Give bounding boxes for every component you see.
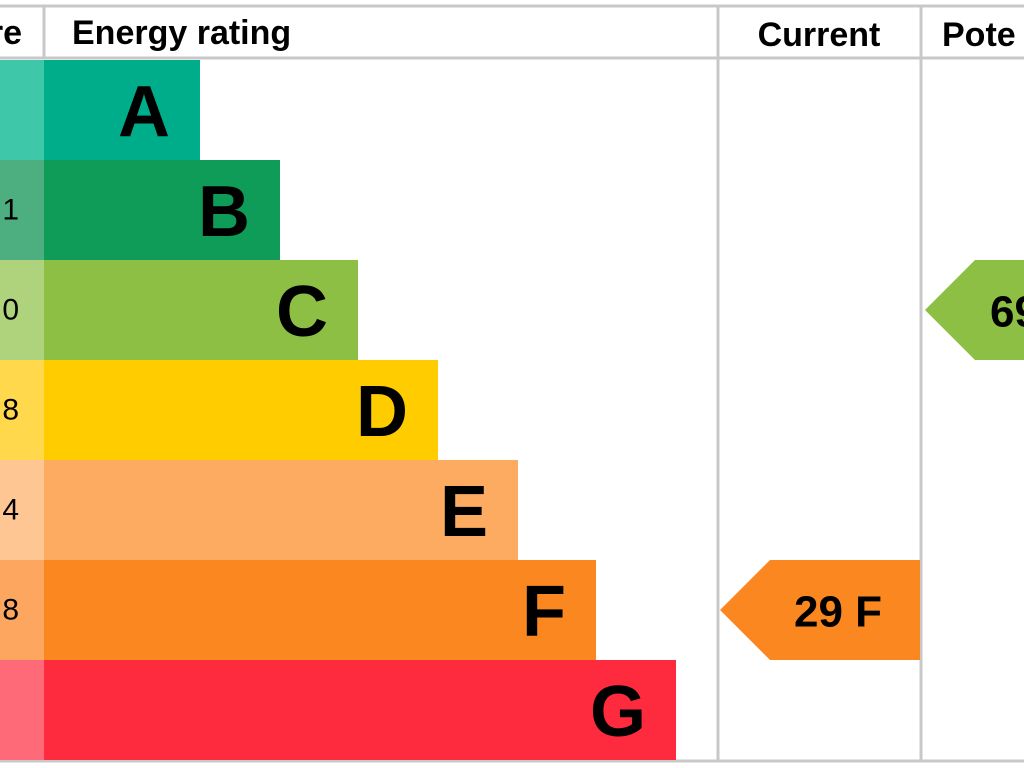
band-letter: F — [522, 572, 566, 652]
band-letter: B — [198, 172, 250, 252]
score-cell — [0, 60, 44, 160]
potential-header: Pote — [942, 16, 1016, 54]
rating-band — [44, 460, 518, 560]
table-frame — [0, 4, 1024, 763]
band-letter: C — [276, 272, 328, 352]
score-header: re — [0, 14, 22, 52]
potential-arrow — [925, 260, 1024, 360]
band-letter: E — [440, 472, 488, 552]
rating-band — [44, 360, 438, 460]
score-cell — [0, 360, 44, 460]
band-letter: A — [118, 72, 170, 152]
band-score: 8 — [2, 594, 19, 627]
score-cell — [0, 560, 44, 660]
band-letter: D — [356, 372, 408, 452]
rating-header: Energy rating — [72, 14, 291, 52]
band-score: 1 — [2, 194, 19, 227]
current-header: Current — [758, 16, 881, 54]
score-cell — [0, 460, 44, 560]
current-arrow — [720, 560, 920, 660]
rating-band — [44, 660, 676, 760]
score-cell — [0, 660, 44, 760]
score-cell — [0, 160, 44, 260]
band-letter: G — [590, 672, 646, 752]
band-score: 0 — [2, 294, 19, 327]
band-score: 4 — [2, 494, 19, 527]
potential-label: 69 — [990, 288, 1024, 337]
band-score: 8 — [2, 394, 19, 427]
rating-band — [44, 60, 200, 160]
current-label: 29 F — [794, 588, 882, 637]
rating-band — [44, 560, 596, 660]
rating-band — [44, 260, 358, 360]
rating-band — [44, 160, 280, 260]
score-cell — [0, 260, 44, 360]
